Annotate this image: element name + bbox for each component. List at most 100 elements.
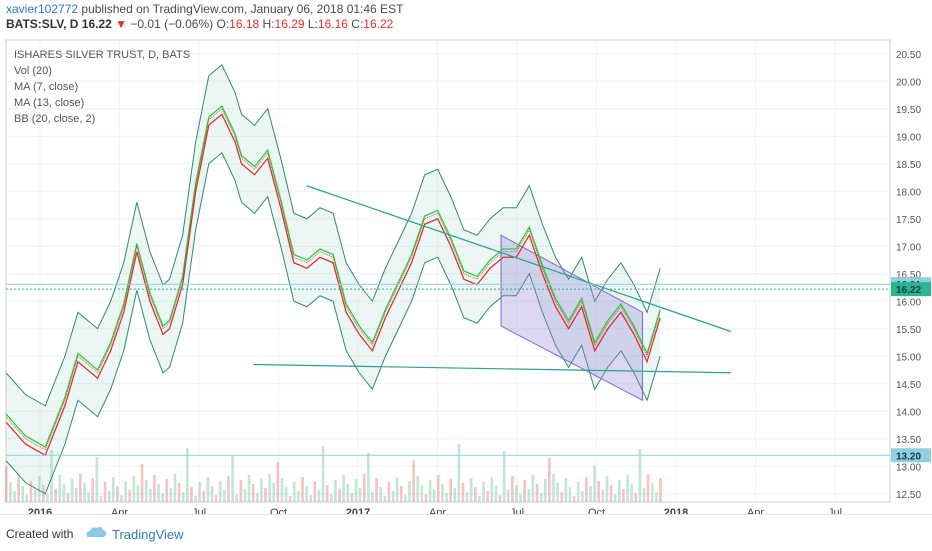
volume-bar [107,491,111,502]
volume-bar [362,474,366,502]
volume-bar [260,479,263,502]
price-label-text: 16.22 [896,285,921,296]
volume-bar [461,483,465,502]
volume-bar [301,477,304,502]
volume-bar [144,480,148,502]
volume-bar [37,476,41,502]
volume-bar [276,462,280,502]
x-tick-label: Jul [828,507,842,514]
volume-bar [111,477,115,502]
volume-bar [297,491,300,502]
bollinger-bands [5,63,661,495]
volume-bar [194,496,197,502]
open-value: 16.18 [229,17,260,31]
x-tick-label: Jul [192,507,206,514]
tradingview-brand-link[interactable]: TradingView [112,527,184,542]
volume-bar [128,490,132,502]
volume-bar [169,488,173,502]
volume-bar [539,493,543,502]
volume-bar [379,487,382,502]
volume-bar [173,474,177,502]
legend-title: ISHARES SILVER TRUST, D, BATS [14,49,190,61]
volume-bar [535,484,539,502]
volume-bar [140,464,144,502]
volume-bar [5,466,8,502]
volume-bar [66,493,70,502]
volume-bar [198,482,201,502]
volume-bar [124,481,127,502]
volume-bar [457,444,461,502]
volume-bar [91,478,94,502]
volume-bar [206,477,210,502]
close-label: C: [351,17,364,31]
volume-bar [95,457,99,502]
last-price: 16.22 [81,17,112,31]
volume-bar [424,494,428,502]
volume-bar [445,493,448,502]
volume-bar [181,492,185,502]
volume-bar [486,491,489,502]
volume-bar [556,483,559,502]
volume-bar [502,451,506,502]
volume-bar [367,453,370,502]
volume-bar [177,483,181,502]
volume-bar [325,485,329,502]
volume-bar [441,484,444,502]
created-with-text: Created with [6,527,74,541]
volume-bar [589,486,592,502]
price-label-text: 13.20 [896,451,921,462]
volume-bar [334,480,337,502]
y-tick-label: 20.50 [896,50,921,61]
volume-bar [613,494,617,502]
price-axis[interactable]: 20.50 20.00 19.50 19.00 18.50 18.00 17.50 17.00… [891,50,931,501]
symbol-label: BATS:SLV, D [6,17,79,31]
volume-bar [214,495,218,502]
volume-bar [79,474,82,502]
volume-bar [371,492,374,502]
volume-bar [120,495,123,502]
price-level-lines [6,283,890,456]
upper-trend-line [306,185,732,333]
volume-bar [29,481,33,502]
volume-bar [436,475,440,502]
volume-bar [313,481,317,502]
price-chart[interactable]: 20.50 20.00 19.50 19.00 18.50 18.00 17.50 17.00… [0,36,932,514]
indicator-legend: ISHARES SILVER TRUST, D, BATS Vol (20) M… [14,49,190,125]
y-tick-label: 16.50 [896,270,921,281]
author-link[interactable]: xavier102772 [6,2,79,16]
volume-bar [593,465,596,502]
y-tick-label: 17.00 [896,242,921,253]
y-tick-label: 17.50 [896,215,921,226]
volume-bar [482,482,485,502]
volume-bar [642,488,646,502]
volume-bar [478,496,481,502]
volume-bar [626,475,629,502]
x-tick-label: Jul [510,507,524,514]
volume-bar [17,477,20,502]
tradingview-cloud-icon[interactable] [84,524,108,540]
change-value: −0.01 (−0.06%) [130,17,214,31]
volume-bar [305,486,308,502]
volume-bar [13,491,16,502]
volume-bar [609,485,613,502]
ohlc-line: BATS:SLV, D 16.22 ▼ −0.01 (−0.06%) O:16.… [6,17,926,32]
volume-bar [9,482,12,502]
price-label-box [891,282,931,297]
volume-bar [638,449,642,502]
footer-bar: Created with TradingView [0,514,932,551]
volume-bar [227,476,230,502]
open-label: O: [216,17,230,31]
time-axis[interactable]: 2016 Apr Jul Oct 2017 Apr Jul Oct 2018 Apr Jul [28,507,842,514]
price-label-box [891,448,931,463]
volume-bar [346,484,350,502]
volume-bar [655,492,658,502]
volume-bar [531,475,535,502]
y-tick-label: 19.50 [896,105,921,116]
y-tick-label: 14.00 [896,407,921,418]
volume-bar [116,486,119,502]
volume-bar [548,458,551,502]
volume-bar [576,482,580,502]
y-tick-label: 15.50 [896,325,921,336]
y-tick-label: 13.50 [896,435,921,446]
volume-bar [350,493,354,502]
